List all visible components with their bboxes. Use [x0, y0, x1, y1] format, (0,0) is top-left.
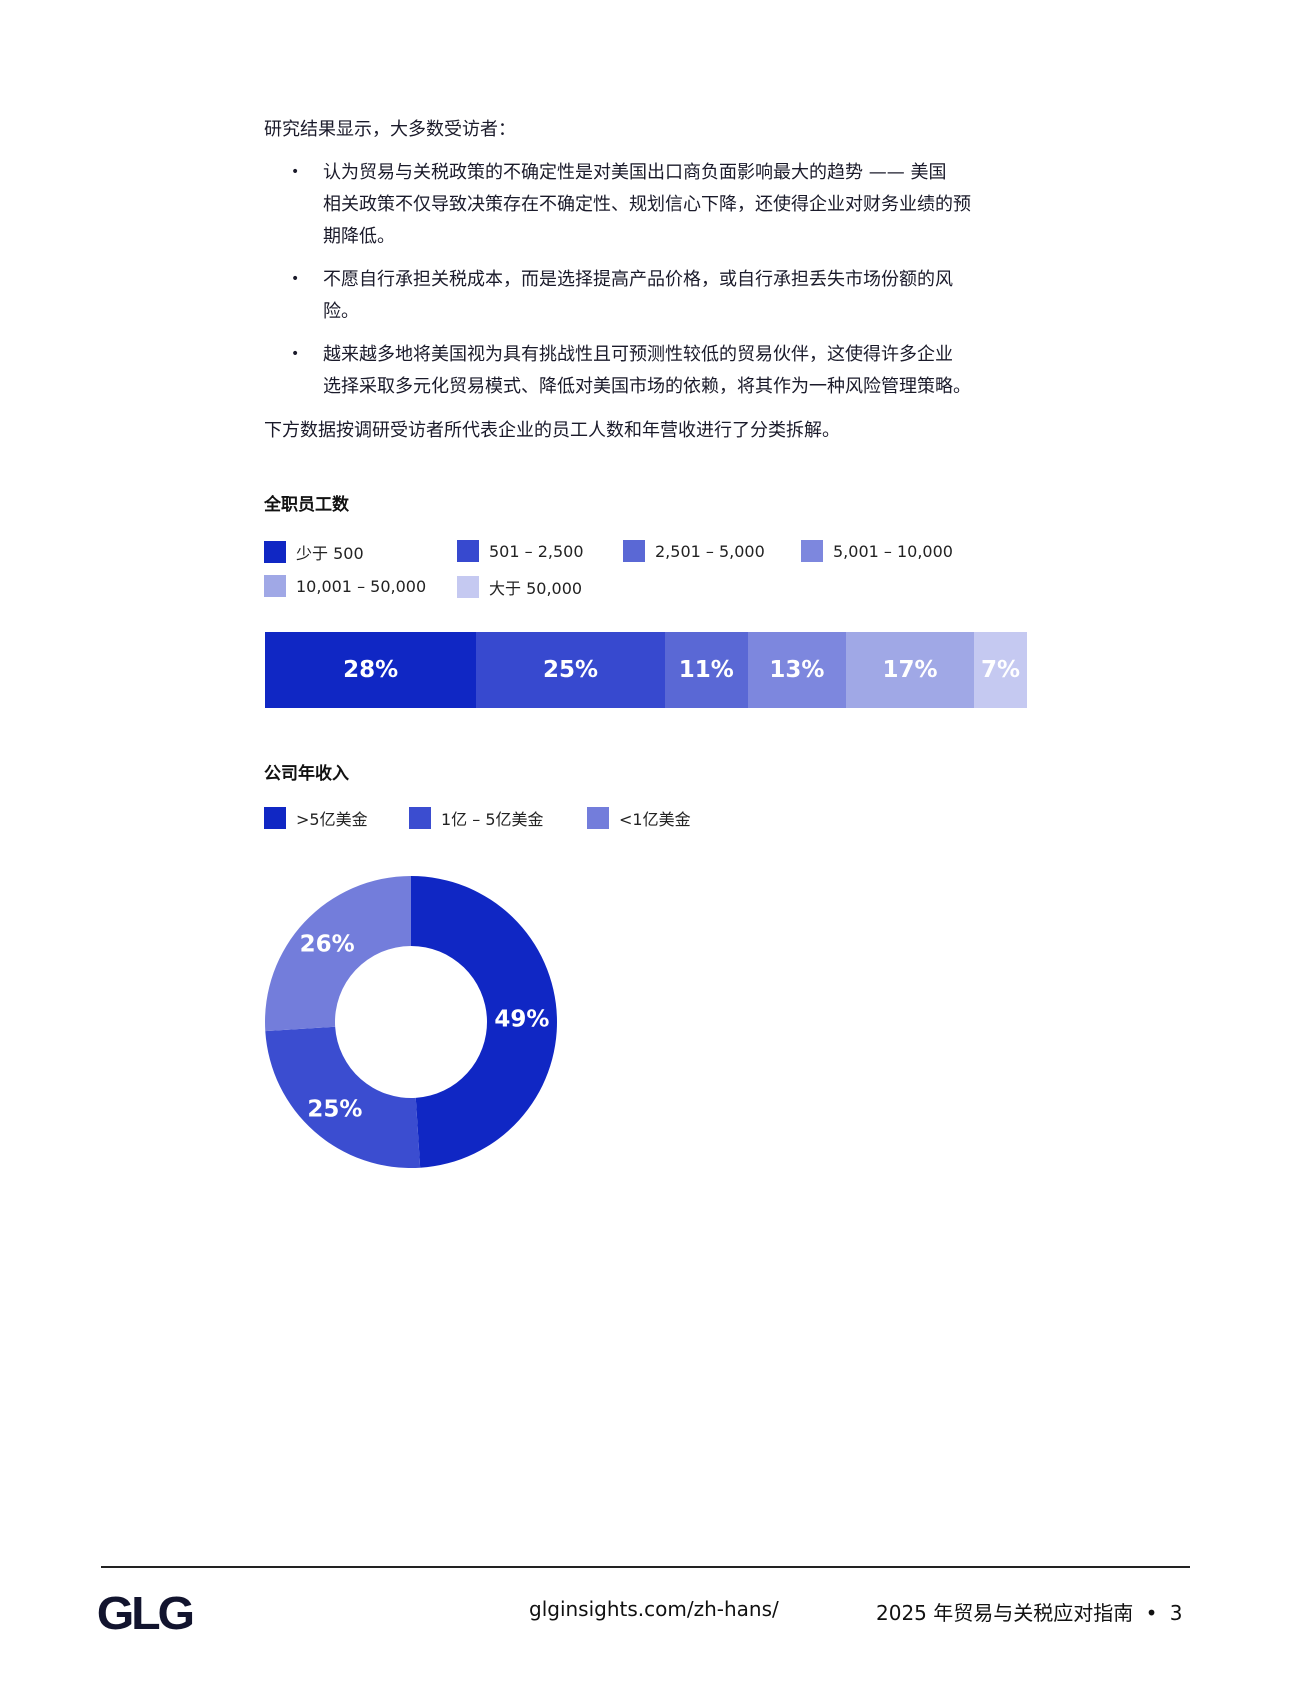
legend-swatch [623, 540, 645, 562]
line: 越来越多地将美国视为具有挑战性且可预测性较低的贸易伙伴，这使得许多企业 [323, 344, 953, 365]
revenue-chart-title: 公司年收入 [264, 764, 349, 784]
legend-swatch [264, 575, 286, 597]
revenue-donut-chart: 49% 25% 26% [265, 876, 558, 1168]
donut-label: 49% [494, 1007, 549, 1033]
legend-swatch [801, 540, 823, 562]
legend-swatch [587, 807, 609, 829]
legend-label: 少于 500 [296, 544, 364, 563]
footer-doc-info: 2025 年贸易与关税应对指南 • 3 [876, 1597, 1183, 1626]
line: 认为贸易与关税政策的不确定性是对美国出口商负面影响最大的趋势 —— 美国 [323, 162, 947, 183]
line: 不愿自行承担关税成本，而是选择提高产品价格，或自行承担丢失市场份额的风 [323, 269, 953, 290]
donut-slice [265, 1026, 421, 1168]
list-item: 越来越多地将美国视为具有挑战性且可预测性较低的贸易伙伴，这使得许多企业 选择采取… [323, 339, 1033, 403]
bar-label: 25% [543, 657, 599, 683]
bar-label: 7% [981, 657, 1021, 683]
donut-slice [411, 876, 558, 1168]
legend-label: <1亿美金 [619, 810, 691, 829]
legend-swatch [457, 576, 479, 598]
legend-item: 5,001 – 10,000 [801, 540, 953, 562]
doc-title: 2025 年贸易与关税应对指南 [876, 1601, 1134, 1625]
legend-swatch [264, 807, 286, 829]
bullet-dot: • [291, 346, 300, 362]
list-item: 认为贸易与关税政策的不确定性是对美国出口商负面影响最大的趋势 —— 美国 相关政… [323, 157, 1033, 253]
donut-slice [265, 876, 411, 1032]
legend-swatch [409, 807, 431, 829]
legend-label: 大于 50,000 [489, 579, 583, 598]
legend-item: 大于 50,000 [457, 575, 582, 599]
bar-label: 28% [343, 657, 399, 683]
bar-segment: 28% [265, 632, 477, 708]
bar-segment: 7% [974, 632, 1027, 708]
legend-item: 10,001 – 50,000 [264, 575, 426, 597]
legend-label: 1亿 – 5亿美金 [441, 810, 544, 829]
line: 选择采取多元化贸易模式、降低对美国市场的依赖，将其作为一种风险管理策略。 [323, 376, 971, 397]
summary-text: 下方数据按调研受访者所代表企业的员工人数和年营收进行了分类拆解。 [264, 420, 840, 441]
employee-stacked-bar: 28% 25% 11% 13% 17% 7% [265, 632, 1027, 708]
bar-segment: 13% [747, 632, 846, 708]
bar-label: 11% [678, 657, 734, 683]
legend-item: <1亿美金 [587, 806, 691, 830]
legend-item: 1亿 – 5亿美金 [409, 806, 544, 830]
legend-label: 5,001 – 10,000 [833, 541, 953, 561]
bar-segment: 17% [845, 632, 975, 708]
bullet-dot: • [291, 164, 300, 180]
intro-text: 研究结果显示，大多数受访者： [264, 119, 516, 140]
legend-swatch [457, 540, 479, 562]
legend-item: 少于 500 [264, 540, 364, 564]
glg-logo: GLG [96, 1587, 195, 1639]
legend-item: 501 – 2,500 [457, 540, 584, 562]
footer-divider [101, 1566, 1190, 1568]
bar-segment: 11% [664, 632, 748, 708]
legend-item: >5亿美金 [264, 806, 368, 830]
bar-segment: 25% [476, 632, 665, 708]
bar-label: 13% [769, 657, 825, 683]
donut-label: 26% [300, 931, 355, 957]
legend-label: 501 – 2,500 [489, 541, 584, 561]
line: 期降低。 [323, 226, 395, 247]
separator-dot: • [1145, 1601, 1158, 1625]
legend-swatch [264, 541, 286, 563]
page-number: 3 [1169, 1601, 1183, 1625]
footer-url[interactable]: glginsights.com/zh-hans/ [529, 1597, 779, 1621]
legend-item: 2,501 – 5,000 [623, 540, 765, 562]
legend-label: 2,501 – 5,000 [655, 541, 765, 561]
employee-chart-title: 全职员工数 [264, 495, 349, 515]
donut-label: 25% [307, 1096, 362, 1122]
line: 险。 [323, 301, 359, 322]
bullet-dot: • [291, 271, 300, 287]
legend-label: >5亿美金 [296, 810, 368, 829]
bar-label: 17% [882, 657, 938, 683]
line: 相关政策不仅导致决策存在不确定性、规划信心下降，还使得企业对财务业绩的预 [323, 194, 971, 215]
list-item: 不愿自行承担关税成本，而是选择提高产品价格，或自行承担丢失市场份额的风 险。 [323, 264, 1033, 328]
legend-label: 10,001 – 50,000 [296, 576, 427, 596]
